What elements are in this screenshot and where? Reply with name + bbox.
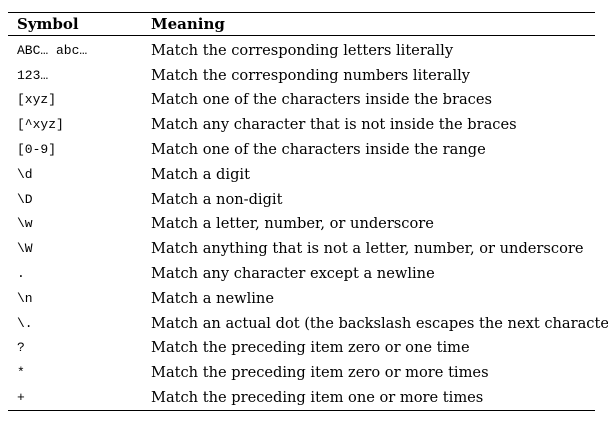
table-row: [0-9] Match one of the characters inside… — [8, 137, 595, 162]
meaning-cell: Match the preceding item zero or one tim… — [151, 339, 470, 357]
symbol-cell: \n — [17, 290, 33, 306]
table-row: \w Match a letter, number, or underscore — [8, 212, 595, 237]
meaning-cell: Match the corresponding letters literall… — [151, 41, 454, 59]
symbol-cell: \. — [17, 315, 33, 331]
table-row: [xyz] Match one of the characters inside… — [8, 88, 595, 113]
table-row: 123… Match the corresponding numbers lit… — [8, 63, 595, 88]
table-row: \n Match a newline — [8, 286, 595, 311]
symbol-cell: [^xyz] — [17, 117, 64, 133]
meaning-cell: Match anything that is not a letter, num… — [151, 240, 584, 258]
meaning-cell: Match any character except a newline — [151, 265, 435, 283]
meaning-cell: Match the corresponding numbers literall… — [151, 66, 471, 84]
symbol-cell: . — [17, 266, 25, 282]
meaning-cell: Match the preceding item one or more tim… — [151, 389, 484, 407]
meaning-cell: Match a non-digit — [151, 190, 283, 208]
table-row: \W Match anything that is not a letter, … — [8, 236, 595, 261]
header-symbol: Symbol — [17, 15, 79, 33]
table-row: * Match the preceding item zero or more … — [8, 360, 595, 385]
meaning-cell: Match one of the characters inside the r… — [151, 141, 486, 159]
table-row: \d Match a digit — [8, 162, 595, 187]
symbol-cell: [0-9] — [17, 142, 57, 158]
symbol-cell: ? — [17, 340, 25, 356]
table-row: + Match the preceding item one or more t… — [8, 385, 595, 411]
meaning-cell: Match any character that is not inside t… — [151, 116, 517, 134]
symbol-cell: \W — [17, 241, 33, 257]
meaning-cell: Match the preceding item zero or more ti… — [151, 364, 489, 382]
table-row: \. Match an actual dot (the backslash es… — [8, 311, 608, 336]
table-body: ABC… abc… Match the corresponding letter… — [8, 36, 608, 411]
symbol-cell: * — [17, 365, 25, 381]
header-row: Symbol Meaning — [8, 12, 595, 36]
meaning-cell: Match an actual dot (the backslash escap… — [151, 314, 608, 332]
regex-symbol-table: Symbol Meaning ABC… abc… Match the corre… — [8, 12, 608, 411]
table-row: . Match any character except a newline — [8, 261, 595, 286]
table-row: \D Match a non-digit — [8, 187, 595, 212]
meaning-cell: Match one of the characters inside the b… — [151, 91, 492, 109]
regex-symbol-table-container: Symbol Meaning ABC… abc… Match the corre… — [8, 12, 608, 411]
symbol-cell: [xyz] — [17, 92, 57, 108]
meaning-cell: Match a letter, number, or underscore — [151, 215, 434, 233]
meaning-cell: Match a digit — [151, 165, 250, 183]
header-meaning: Meaning — [151, 15, 225, 33]
table-row: [^xyz] Match any character that is not i… — [8, 112, 595, 137]
table-row: ABC… abc… Match the corresponding letter… — [8, 36, 595, 63]
symbol-cell: \w — [17, 216, 33, 232]
symbol-cell: + — [17, 390, 25, 406]
symbol-cell: \D — [17, 191, 33, 207]
symbol-cell: \d — [17, 166, 33, 182]
table-header: Symbol Meaning — [8, 12, 595, 36]
meaning-cell: Match a newline — [151, 289, 274, 307]
symbol-cell: 123… — [17, 67, 49, 83]
table-row: ? Match the preceding item zero or one t… — [8, 336, 595, 361]
symbol-cell: ABC… abc… — [17, 42, 88, 58]
